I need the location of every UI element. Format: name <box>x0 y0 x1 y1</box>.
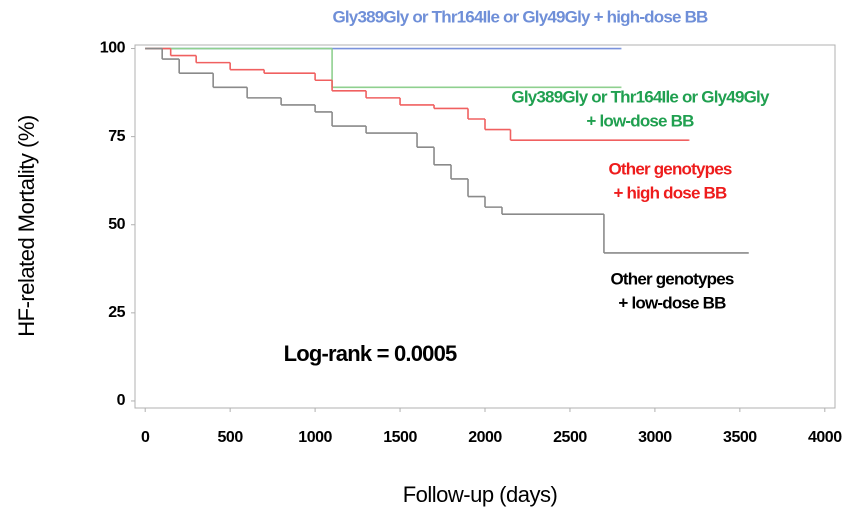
annotation: + high dose BB <box>613 183 727 202</box>
x-axis-label: Follow-up (days) <box>403 482 558 507</box>
annotation: + low-dose BB <box>618 293 726 312</box>
y-axis-label: HF-related Mortality (%) <box>14 115 39 336</box>
y-tick-label: 50 <box>108 216 125 233</box>
x-tick-label: 3500 <box>723 429 757 446</box>
x-tick-label: 1000 <box>298 429 332 446</box>
annotation: Gly389Gly or Thr164Ile or Gly49Gly + hig… <box>332 7 708 26</box>
annotation: + low-dose BB <box>586 111 694 130</box>
y-tick-label: 75 <box>108 128 125 145</box>
x-tick-label: 0 <box>141 429 150 446</box>
y-tick-label: 25 <box>108 304 125 321</box>
x-tick-label: 4000 <box>808 429 842 446</box>
x-tick-label: 2500 <box>553 429 587 446</box>
x-tick-label: 1500 <box>383 429 417 446</box>
y-tick-label: 0 <box>117 392 126 409</box>
annotation: Gly389Gly or Thr164Ile or Gly49Gly <box>511 87 770 106</box>
x-tick-label: 3000 <box>638 429 672 446</box>
x-tick-label: 500 <box>218 429 244 446</box>
annotation: Log-rank = 0.0005 <box>284 341 457 366</box>
y-tick-label: 100 <box>100 40 126 57</box>
x-tick-label: 2000 <box>468 429 502 446</box>
annotation: Other genotypes <box>610 269 733 288</box>
annotation: Other genotypes <box>608 159 731 178</box>
